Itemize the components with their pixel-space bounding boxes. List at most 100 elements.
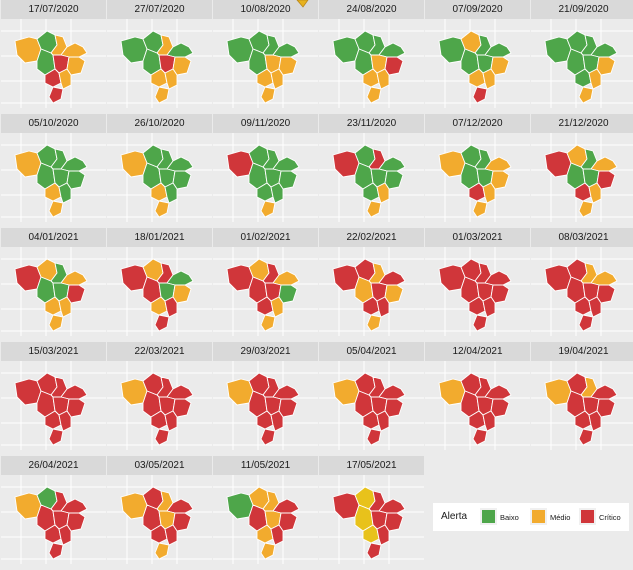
legend-key-medio xyxy=(530,508,547,525)
state-region xyxy=(120,150,148,178)
map-svg xyxy=(531,133,633,222)
legend-title: Alerta xyxy=(441,511,468,522)
panel-date-label: 26/10/2020 xyxy=(107,114,212,133)
panel-date-label: 21/12/2020 xyxy=(531,114,633,133)
state-region xyxy=(544,150,572,178)
panel-date-label: 01/02/2021 xyxy=(213,228,318,247)
map-panel: 19/04/2021 xyxy=(531,342,633,450)
panel-date-label: 21/09/2020 xyxy=(531,0,633,19)
state-region xyxy=(226,36,254,64)
state-region xyxy=(226,150,254,178)
state-region xyxy=(438,264,466,292)
map-panel: 26/10/2020 xyxy=(107,114,212,222)
state-region xyxy=(164,68,178,90)
panel-date-label: 05/04/2021 xyxy=(319,342,424,361)
state-region xyxy=(588,68,602,90)
state-region xyxy=(270,410,284,432)
panel-date-label: 07/09/2020 xyxy=(425,0,530,19)
state-region xyxy=(366,428,382,446)
state-region xyxy=(164,524,178,546)
state-region xyxy=(260,542,276,560)
map-svg xyxy=(107,247,212,336)
state-region xyxy=(472,428,488,446)
state-region xyxy=(578,86,594,104)
state-region xyxy=(154,542,170,560)
panel-date-label: 17/05/2021 xyxy=(319,456,424,475)
state-region xyxy=(482,296,496,318)
panel-date-label: 29/03/2021 xyxy=(213,342,318,361)
state-region xyxy=(588,296,602,318)
state-region xyxy=(588,410,602,432)
panel-date-label: 15/03/2021 xyxy=(1,342,106,361)
map-svg xyxy=(1,133,106,222)
state-region xyxy=(48,542,64,560)
map-panel: 24/08/2020 xyxy=(319,0,424,108)
map-panel: 23/11/2020 xyxy=(319,114,424,222)
map-svg xyxy=(319,133,424,222)
panel-date-label: 26/04/2021 xyxy=(1,456,106,475)
chevron-icon xyxy=(296,0,309,8)
state-region xyxy=(482,182,496,204)
state-region xyxy=(154,314,170,332)
state-region xyxy=(376,410,390,432)
state-region xyxy=(58,296,72,318)
map-svg xyxy=(319,19,424,108)
panel-date-label: 01/03/2021 xyxy=(425,228,530,247)
map-panel: 07/12/2020 xyxy=(425,114,530,222)
map-svg xyxy=(319,361,424,450)
state-region xyxy=(366,86,382,104)
map-panel: 29/03/2021 xyxy=(213,342,318,450)
state-region xyxy=(578,314,594,332)
state-region xyxy=(270,68,284,90)
state-region xyxy=(164,182,178,204)
map-panel: 21/09/2020 xyxy=(531,0,633,108)
map-panel: 01/03/2021 xyxy=(425,228,530,336)
map-svg xyxy=(1,361,106,450)
panel-date-label: 07/12/2020 xyxy=(425,114,530,133)
state-region xyxy=(14,264,42,292)
state-region xyxy=(482,68,496,90)
state-region xyxy=(58,68,72,90)
state-region xyxy=(120,378,148,406)
state-region xyxy=(270,524,284,546)
panel-date-label: 27/07/2020 xyxy=(107,0,212,19)
map-svg xyxy=(425,361,530,450)
state-region xyxy=(48,428,64,446)
state-region xyxy=(14,36,42,64)
panel-date-label: 23/11/2020 xyxy=(319,114,424,133)
state-region xyxy=(164,410,178,432)
state-region xyxy=(58,410,72,432)
state-region xyxy=(472,314,488,332)
state-region xyxy=(260,200,276,218)
state-region xyxy=(366,314,382,332)
map-svg xyxy=(425,133,530,222)
state-region xyxy=(578,428,594,446)
state-region xyxy=(588,182,602,204)
state-region xyxy=(226,264,254,292)
map-panel: 17/05/2021 xyxy=(319,456,424,564)
state-region xyxy=(58,182,72,204)
state-region xyxy=(482,410,496,432)
map-panel: 27/07/2020 xyxy=(107,0,212,108)
panel-date-label: 24/08/2020 xyxy=(319,0,424,19)
state-region xyxy=(332,492,360,520)
state-region xyxy=(376,524,390,546)
map-svg xyxy=(531,361,633,450)
state-region xyxy=(438,150,466,178)
state-region xyxy=(332,36,360,64)
map-svg xyxy=(213,133,318,222)
map-panel: 17/07/2020 xyxy=(1,0,106,108)
state-region xyxy=(376,68,390,90)
state-region xyxy=(544,36,572,64)
map-svg xyxy=(319,247,424,336)
legend-label-medio: Médio xyxy=(550,513,571,522)
panel-date-label: 19/04/2021 xyxy=(531,342,633,361)
state-region xyxy=(472,86,488,104)
legend-swatch-medio xyxy=(532,510,545,523)
state-region xyxy=(120,264,148,292)
state-region xyxy=(48,86,64,104)
state-region xyxy=(120,36,148,64)
map-panel: 05/10/2020 xyxy=(1,114,106,222)
state-region xyxy=(226,492,254,520)
